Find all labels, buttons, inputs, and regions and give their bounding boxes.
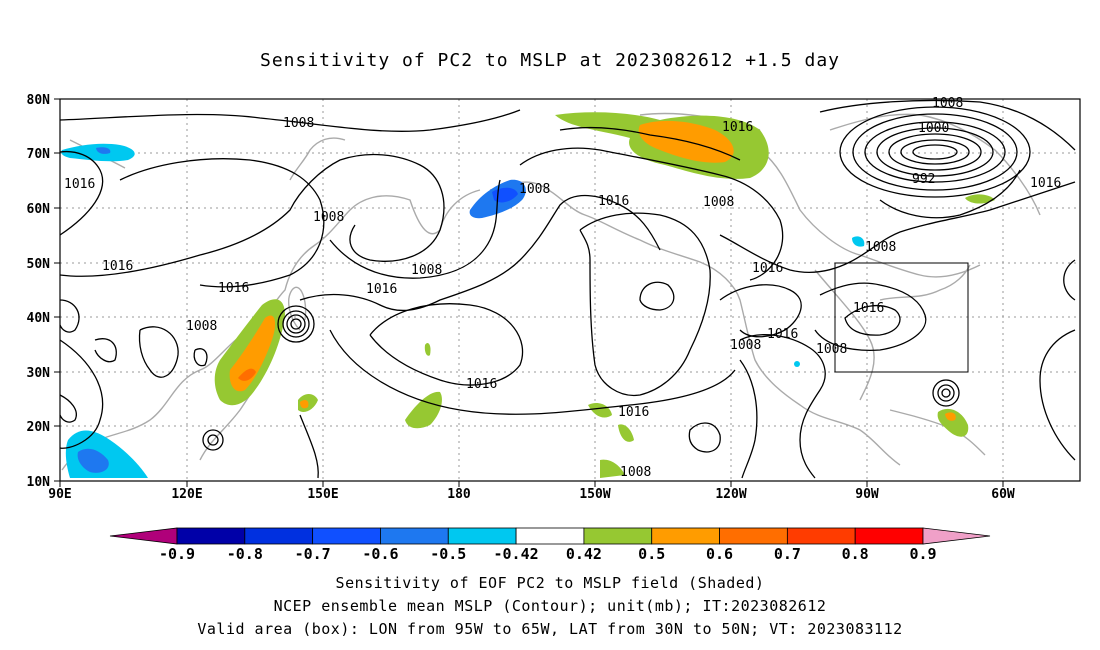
- valid-area-box: [834, 262, 969, 373]
- contour-label: 1008: [730, 338, 761, 353]
- contour-label: 1008: [186, 319, 217, 334]
- contour-label: 1016: [366, 282, 397, 297]
- contour-label: 1016: [1030, 176, 1061, 191]
- contour-label: 1016: [466, 377, 497, 392]
- contour-labels: 1008 1008 1016 1016 1016 1008 1016 1008 …: [64, 96, 1061, 480]
- lon-tick-label: 150E: [307, 487, 338, 502]
- lat-tick-label: 10N: [27, 475, 51, 490]
- colorbar-label: 0.5: [638, 545, 665, 563]
- contour-label: 1008: [865, 240, 896, 255]
- colorbar-label: -0.7: [295, 545, 331, 563]
- contour-label: 1016: [64, 177, 95, 192]
- caption-shading: Sensitivity of EOF PC2 to MSLP field (Sh…: [335, 574, 765, 592]
- lat-tick-label: 60N: [27, 202, 51, 217]
- contour-label: 1016: [722, 120, 753, 135]
- colorbar-label: 0.7: [774, 545, 801, 563]
- lon-tick-label: 150W: [579, 487, 610, 502]
- colorbar-max-arrow: [922, 527, 991, 545]
- contour-label: 1016: [218, 281, 249, 296]
- caption-contour: NCEP ensemble mean MSLP (Contour); unit(…: [273, 597, 827, 615]
- contour-label: 1008: [932, 96, 963, 111]
- contour-label: 1008: [411, 263, 442, 278]
- colorbar-swatch: [447, 527, 517, 545]
- colorbar-label: 0.6: [706, 545, 733, 563]
- lon-tick-label: 60W: [991, 487, 1015, 502]
- colorbar-label: -0.9: [159, 545, 195, 563]
- map-frame: [59, 98, 1081, 482]
- mslp-contours: [59, 99, 1076, 479]
- longitude-labels: 90E 120E 150E 180 150W 120W 90W 60W: [48, 487, 1015, 502]
- contour-label: 1008: [313, 210, 344, 225]
- contour-label: 1008: [283, 116, 314, 131]
- colorbar-min-arrow: [109, 527, 178, 545]
- lon-tick-label: 120E: [171, 487, 202, 502]
- lat-tick-label: 70N: [27, 147, 51, 162]
- contour-label: 1008: [703, 195, 734, 210]
- lat-tick-label: 40N: [27, 311, 51, 326]
- colorbar-swatch: [719, 527, 788, 545]
- colorbar-label: -0.6: [362, 545, 398, 563]
- colorbar-label: 0.9: [909, 545, 936, 563]
- contour-label: 992: [912, 172, 935, 187]
- axis-ticks: [54, 98, 1004, 487]
- contour-label: 1008: [519, 182, 550, 197]
- colorbar-label: -0.42: [494, 545, 539, 563]
- latitude-labels: 80N 70N 60N 50N 40N 30N 20N 10N: [27, 93, 51, 490]
- colorbar-label: -0.8: [227, 545, 263, 563]
- colorbar-swatch: [244, 527, 314, 545]
- lon-tick-label: 90E: [48, 487, 71, 502]
- caption-valid-area: Valid area (box): LON from 95W to 65W, L…: [197, 620, 903, 638]
- colorbar-swatch: [176, 527, 246, 545]
- contour-label: 1016: [853, 301, 884, 316]
- contour-label: 1008: [816, 342, 847, 357]
- lat-tick-label: 20N: [27, 420, 51, 435]
- contour-label: 1016: [598, 194, 629, 209]
- colorbar-swatch: [380, 527, 449, 545]
- colorbar-swatch: [515, 527, 585, 545]
- colorbar-swatch: [651, 527, 720, 545]
- lat-tick-label: 80N: [27, 93, 51, 108]
- colorbar-swatch: [854, 527, 924, 545]
- lat-tick-label: 30N: [27, 366, 51, 381]
- lon-tick-label: 180: [447, 487, 471, 502]
- lat-tick-label: 50N: [27, 257, 51, 272]
- map-gridlines: [60, 99, 1080, 481]
- contour-label: 1016: [102, 259, 133, 274]
- contour-label: 1016: [618, 405, 649, 420]
- contour-label: 1008: [620, 465, 651, 480]
- lon-tick-label: 90W: [855, 487, 879, 502]
- colorbar-swatch: [312, 527, 381, 545]
- lon-tick-label: 120W: [715, 487, 746, 502]
- colorbar-label: 0.8: [842, 545, 869, 563]
- colorbar-label: -0.5: [430, 545, 466, 563]
- colorbar-label: 0.42: [566, 545, 602, 563]
- contour-label: 1016: [752, 261, 783, 276]
- colorbar-swatch: [583, 527, 653, 545]
- colorbar-swatch: [786, 527, 856, 545]
- map-title: Sensitivity of PC2 to MSLP at 2023082612…: [259, 50, 840, 71]
- colorbar: -0.9 -0.8 -0.7 -0.6 -0.5 -0.42 0.42 0.5 0.6 0.7 0.…: [109, 527, 991, 563]
- map-plot-area: [60, 99, 1080, 481]
- contour-label: 1016: [767, 327, 798, 342]
- contour-label: 1000: [918, 121, 949, 136]
